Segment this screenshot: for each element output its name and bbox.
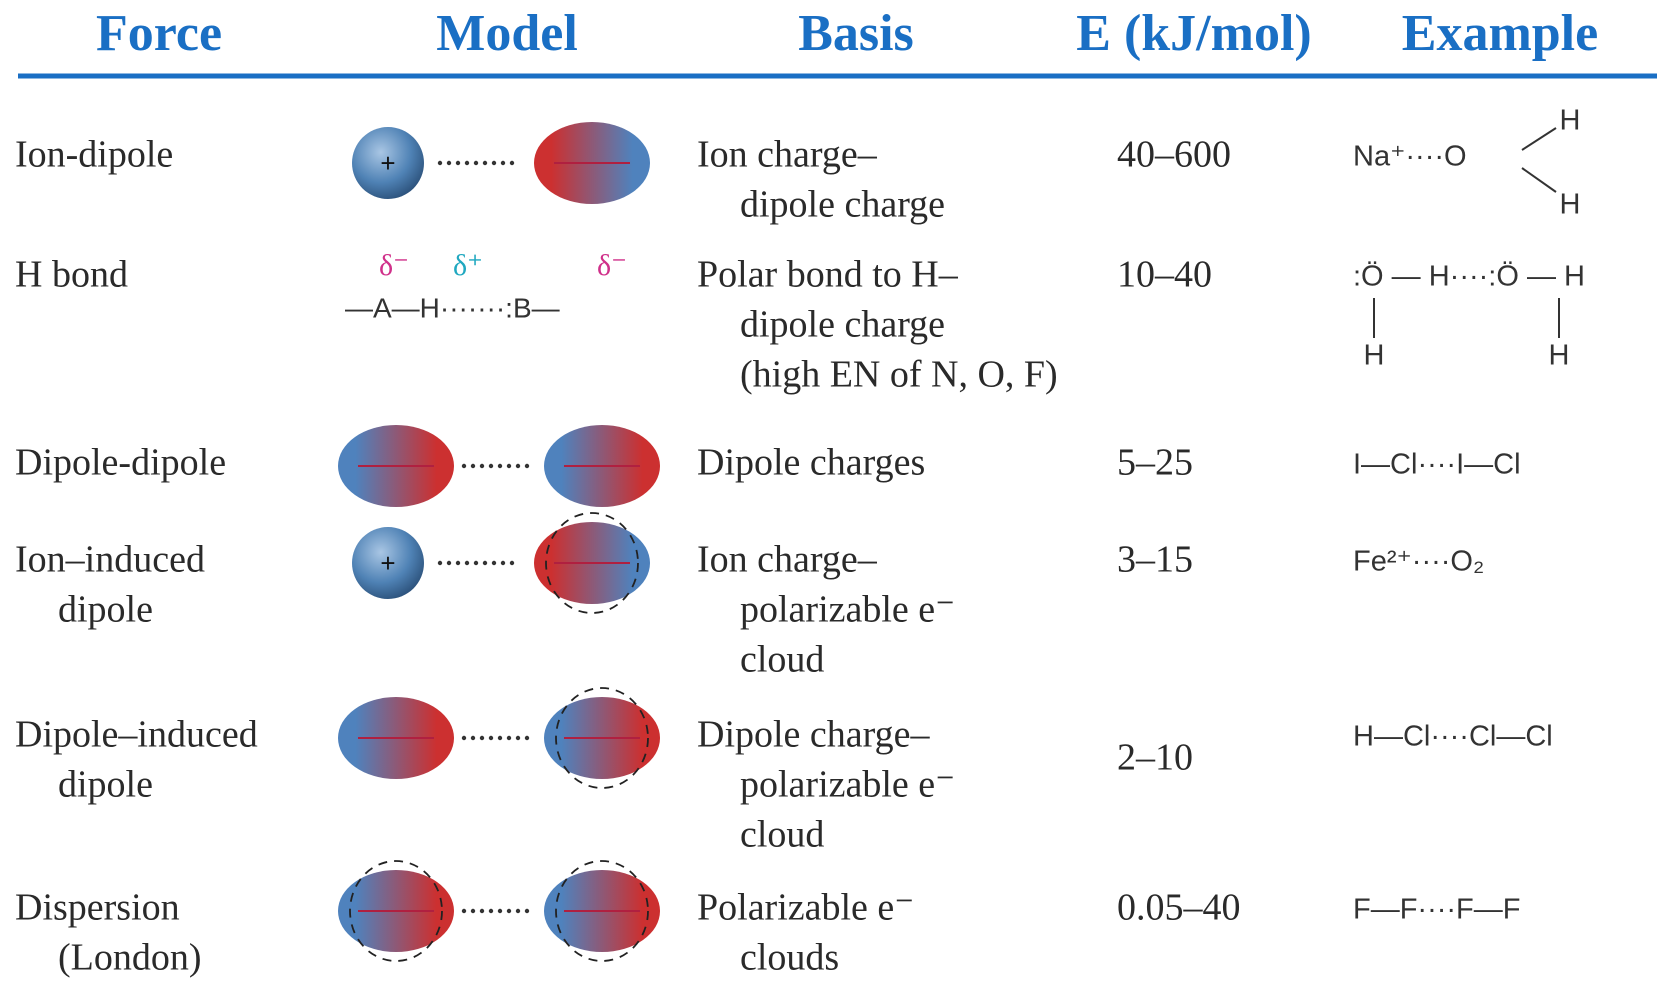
example-formula: I—Cl····I—Cl xyxy=(1353,449,1521,481)
dot xyxy=(492,561,496,565)
force-name: Dipole-dipole xyxy=(15,442,226,484)
energy: 0.05–40 xyxy=(1117,887,1241,929)
example-formula: :Ö — H····:Ö — H xyxy=(1353,261,1585,293)
partial-charge: δ⁺ xyxy=(453,249,483,282)
dot xyxy=(516,464,520,468)
force-name: dipole xyxy=(58,764,153,806)
dot xyxy=(507,736,511,740)
example-h: H xyxy=(1560,189,1581,221)
force-name: (London) xyxy=(58,937,202,979)
basis-line: Polarizable e⁻ xyxy=(697,887,914,929)
h-bond-model: —A—H·······:B— xyxy=(345,292,560,323)
basis-line: Dipole charge– xyxy=(697,714,930,756)
basis-line: Polar bond to H– xyxy=(697,254,959,296)
example-formula: H—Cl····Cl—Cl xyxy=(1353,721,1553,753)
dot xyxy=(510,561,514,565)
force-name: Dispersion xyxy=(15,887,180,929)
dot xyxy=(507,909,511,913)
dot xyxy=(462,736,466,740)
basis-line: polarizable e⁻ xyxy=(740,589,955,631)
dot xyxy=(525,464,529,468)
basis-line: cloud xyxy=(740,814,824,856)
dot xyxy=(525,736,529,740)
column-header: Model xyxy=(436,5,578,62)
force-name: Dipole–induced xyxy=(15,714,258,756)
basis-line: Dipole charges xyxy=(697,442,925,484)
dot xyxy=(471,909,475,913)
basis-line: dipole charge xyxy=(740,304,945,346)
dot xyxy=(438,561,442,565)
dot xyxy=(462,909,466,913)
bond xyxy=(1522,128,1556,150)
dot xyxy=(447,161,451,165)
dot xyxy=(471,464,475,468)
dot xyxy=(462,464,466,468)
column-header: Example xyxy=(1402,5,1598,62)
force-name: H bond xyxy=(15,254,128,296)
dot xyxy=(471,736,475,740)
dot xyxy=(474,561,478,565)
basis-line: Ion charge– xyxy=(697,539,878,581)
energy: 10–40 xyxy=(1117,254,1212,296)
column-header: Force xyxy=(96,5,222,62)
dot xyxy=(480,736,484,740)
dot xyxy=(489,909,493,913)
dot xyxy=(474,161,478,165)
dot xyxy=(498,464,502,468)
partial-charge: δ⁻ xyxy=(597,249,627,282)
bond xyxy=(1522,168,1556,192)
energy: 40–600 xyxy=(1117,134,1231,176)
basis-line: dipole charge xyxy=(740,184,945,226)
ion-sign: + xyxy=(380,548,395,578)
example-h: H xyxy=(1549,340,1570,372)
energy: 5–25 xyxy=(1117,442,1193,484)
column-header: Basis xyxy=(798,5,914,62)
ion-sign: + xyxy=(380,148,395,178)
example-formula: Fe²⁺····O₂ xyxy=(1353,546,1484,578)
dot xyxy=(498,736,502,740)
dot xyxy=(480,464,484,468)
example-h: H xyxy=(1560,105,1581,137)
example-formula: Na⁺····O xyxy=(1353,141,1467,173)
force-name: Ion-dipole xyxy=(15,134,173,176)
column-header: E (kJ/mol) xyxy=(1076,5,1311,62)
dot xyxy=(465,561,469,565)
dot xyxy=(456,561,460,565)
basis-line: (high EN of N, O, F) xyxy=(740,354,1058,396)
basis-line: clouds xyxy=(740,937,839,979)
basis-line: cloud xyxy=(740,639,824,681)
page: Force Model Basis E (kJ/mol) Example Ion-dipo… xyxy=(0,0,1657,983)
dot xyxy=(501,161,505,165)
force-name: dipole xyxy=(58,589,153,631)
dot xyxy=(483,161,487,165)
partial-charge: δ⁻ xyxy=(379,249,409,282)
dot xyxy=(447,561,451,565)
dot xyxy=(507,464,511,468)
dot xyxy=(516,909,520,913)
basis-line: polarizable e⁻ xyxy=(740,764,955,806)
dot xyxy=(516,736,520,740)
dot xyxy=(438,161,442,165)
basis-line: Ion charge– xyxy=(697,134,878,176)
dot xyxy=(480,909,484,913)
example-h: H xyxy=(1364,340,1385,372)
dot xyxy=(465,161,469,165)
energy: 2–10 xyxy=(1117,737,1193,779)
force-name: Ion–induced xyxy=(15,539,205,581)
dot xyxy=(498,909,502,913)
dot xyxy=(492,161,496,165)
dot xyxy=(525,909,529,913)
dot xyxy=(483,561,487,565)
dot xyxy=(456,161,460,165)
dot xyxy=(510,161,514,165)
dot xyxy=(501,561,505,565)
energy: 3–15 xyxy=(1117,539,1193,581)
example-formula: F—F····F—F xyxy=(1353,894,1521,926)
dot xyxy=(489,736,493,740)
dot xyxy=(489,464,493,468)
